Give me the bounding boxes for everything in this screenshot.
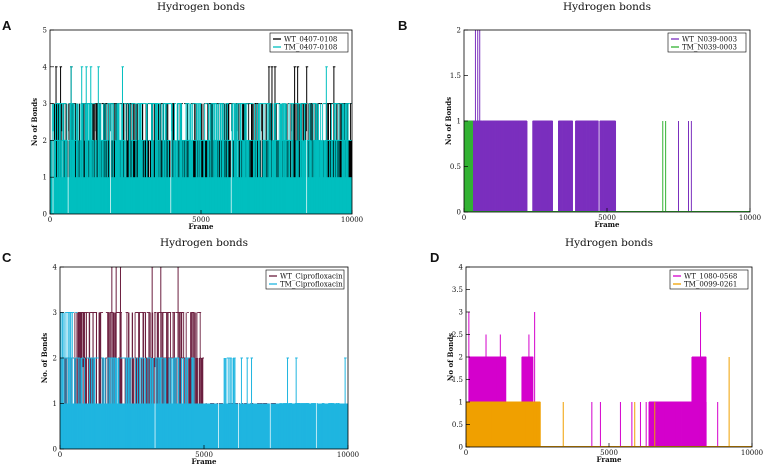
y-tick-label: 0 [53, 446, 57, 454]
y-tick-label: 2 [53, 355, 57, 363]
chart-title: Hydrogen bonds [563, 1, 651, 13]
legend-entry: WT_0407-0108 [284, 36, 337, 44]
y-tick-label: 0 [43, 211, 47, 219]
y-tick-label: 2 [457, 27, 461, 35]
chart-title: Hydrogen bonds [160, 237, 248, 249]
x-tick-label: 0 [462, 214, 466, 222]
legend-box [269, 32, 349, 53]
x-axis-label: Frame [597, 455, 622, 464]
chart-title: Hydrogen bonds [157, 1, 245, 13]
y-tick-label: 4 [459, 264, 464, 272]
legend-entry: TM_0407-0108 [284, 44, 337, 52]
panel-letter: D [430, 250, 439, 265]
x-tick-label: 10000 [741, 449, 763, 457]
x-axis-label: Frame [595, 220, 620, 229]
x-tick-label: 10000 [341, 216, 363, 224]
chart-panel-a: A Hydrogen bonds 0 1 2 3 4 5 0 5000 10000 Frame No o… [2, 1, 363, 231]
y-tick-label: 4 [53, 264, 58, 272]
y-tick-label: 1 [457, 118, 461, 126]
y-tick-label: 0.5 [452, 421, 463, 429]
x-tick-label: 10000 [337, 451, 359, 459]
y-tick-label: 1.5 [452, 376, 463, 384]
y-tick-label: 1 [53, 400, 57, 408]
y-tick-label: 3 [43, 100, 47, 108]
chart-title: Hydrogen bonds [565, 237, 653, 249]
y-tick-label: 3.5 [452, 286, 463, 294]
legend-entry: TM_N039-0003 [682, 44, 737, 52]
chart-panel-d: D Hydrogen bonds 0 0.5 1 1.5 2 2.5 3 3.5 4 0 5000 100… [430, 237, 763, 464]
y-tick-label: 2.5 [452, 331, 463, 339]
legend-box [667, 32, 747, 53]
y-axis-label: No of Bonds [444, 97, 453, 145]
y-tick-label: 2 [43, 137, 47, 145]
y-tick-label: 3 [459, 309, 463, 317]
y-tick-label: 0 [459, 444, 463, 452]
legend-box [669, 269, 749, 290]
x-axis-label: Frame [189, 222, 214, 231]
x-tick-label: 5000 [600, 449, 618, 457]
y-axis-label: No. of Bonds [40, 333, 49, 384]
x-tick-label: 5000 [598, 214, 616, 222]
x-tick-label: 0 [58, 451, 62, 459]
x-axis-label: Frame [192, 457, 217, 466]
y-axis-label: No of Bonds [30, 98, 39, 146]
panel-letter: B [398, 18, 407, 33]
plot-area [60, 267, 348, 449]
x-tick-label: 10000 [739, 214, 761, 222]
y-tick-label: 1 [43, 174, 47, 182]
y-tick-label: 0 [457, 209, 461, 217]
panel-letter: A [2, 18, 12, 33]
y-tick-label: 1 [459, 399, 463, 407]
series-1 [50, 66, 352, 214]
x-tick-label: 0 [48, 216, 52, 224]
chart-panel-b: B Hydrogen bonds 0 0.5 1 1.5 2 0 5000 10000 Frame N… [398, 1, 761, 229]
legend-entry: WT_Ciprofloxacin [280, 273, 343, 281]
panel-letter: C [2, 250, 12, 265]
y-axis-label: No of Bonds [446, 333, 455, 381]
chart-panel-c: C Hydrogen bonds 0 1 2 3 4 0 5000 10000 Frame No. o… [2, 237, 359, 466]
series-1 [466, 357, 752, 447]
legend-entry: WT_1080-0568 [684, 273, 737, 281]
x-tick-label: 5000 [192, 216, 210, 224]
y-tick-label: 1.5 [450, 72, 461, 80]
plot-area [466, 312, 752, 447]
y-tick-label: 0.5 [450, 163, 461, 171]
series-1 [60, 312, 348, 449]
legend-entry: WT_N039-0003 [682, 36, 737, 44]
x-tick-label: 5000 [195, 451, 213, 459]
plot-area [50, 66, 352, 214]
y-tick-label: 4 [43, 63, 48, 71]
legend-entry: TM_Ciprofloxacin [280, 281, 343, 289]
y-tick-label: 2 [459, 354, 463, 362]
y-tick-label: 3 [53, 309, 57, 317]
legend-box [265, 269, 345, 290]
legend-entry: TM_0099-0261 [684, 281, 737, 289]
x-tick-label: 0 [464, 449, 468, 457]
y-tick-label: 5 [43, 27, 47, 35]
